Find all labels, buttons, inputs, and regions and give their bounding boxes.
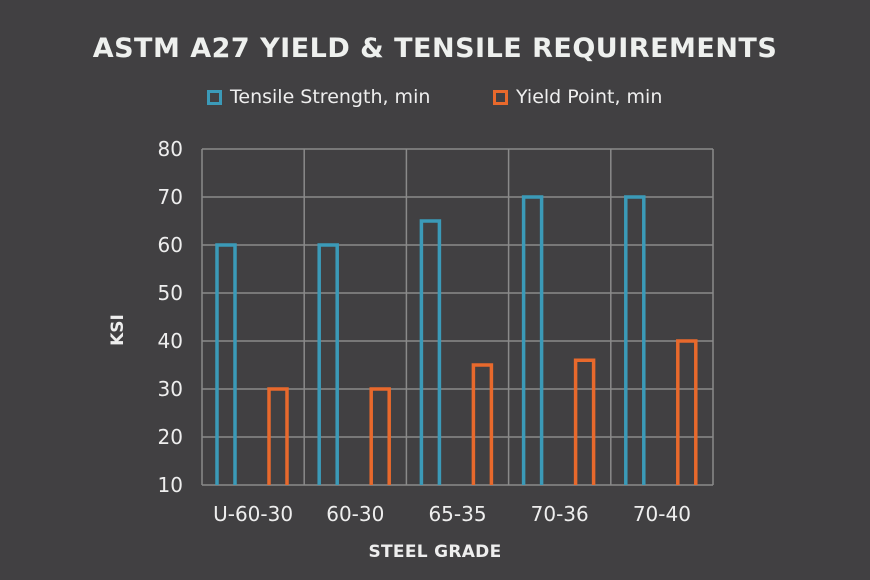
y-tick-label: 80	[158, 137, 183, 161]
x-tick-label: 70-36	[531, 502, 589, 526]
y-tick-label: 30	[158, 377, 183, 401]
bar-tensile	[419, 219, 442, 485]
y-tick-label: 40	[158, 329, 183, 353]
legend-swatch-tensile-icon	[207, 89, 222, 105]
y-tick-label: 60	[158, 233, 183, 257]
bar-yield	[573, 358, 596, 485]
bar-tensile	[521, 195, 544, 485]
bar-yield	[471, 363, 494, 485]
legend-label-yield: Yield Point, min	[516, 86, 663, 108]
x-axis-label: STEEL GRADE	[368, 542, 502, 562]
y-tick-label: 10	[158, 473, 183, 497]
y-tick-label: 70	[158, 185, 183, 209]
bar-yield	[267, 387, 289, 485]
bar-tensile	[624, 195, 646, 485]
legend-item-tensile: Tensile Strength, min	[207, 86, 430, 108]
x-tick-label: U-60-30	[213, 502, 293, 526]
y-tick-label: 20	[158, 425, 183, 449]
legend: Tensile Strength, min Yield Point, min	[0, 86, 870, 112]
bar-tensile	[317, 243, 339, 485]
chart-title: ASTM A27 YIELD & TENSILE REQUIREMENTS	[92, 33, 778, 64]
x-tick-label: 65-35	[428, 502, 486, 526]
y-tick-label: 50	[158, 281, 183, 305]
legend-label-tensile: Tensile Strength, min	[230, 86, 431, 108]
x-tick-label: 70-40	[633, 502, 691, 526]
legend-item-yield: Yield Point, min	[493, 86, 662, 108]
y-axis-label: KSI	[108, 314, 128, 346]
bar-yield	[369, 387, 391, 485]
bar-tensile	[215, 243, 237, 485]
legend-swatch-yield-icon	[493, 89, 508, 105]
bar-yield	[676, 339, 698, 485]
x-tick-label: 60-30	[326, 502, 384, 526]
